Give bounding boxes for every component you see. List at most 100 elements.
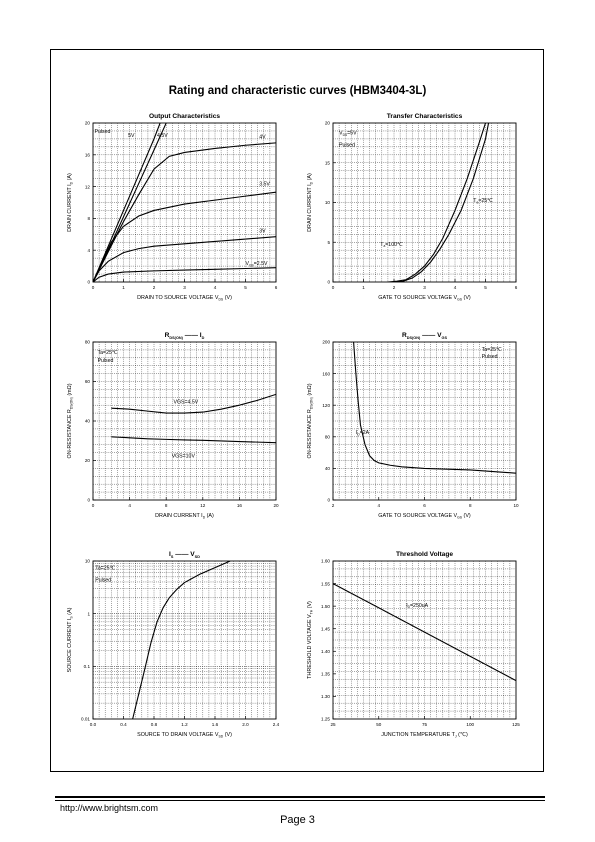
y-axis-label: THRESHOLD VOLTAGE VTH (V) [307,601,314,679]
y-tick-label: 120 [322,403,330,408]
x-tick-label: 1 [122,285,125,290]
y-tick-label: 1.40 [321,649,330,654]
y-tick-label: 0.1 [84,664,91,669]
x-tick-label: 0.0 [90,722,97,727]
series-line-1 [393,123,490,282]
x-tick-label: 2.0 [242,722,249,727]
series-line-2 [111,436,276,444]
x-axis-label: GATE TO SOURCE VOLTAGE VGS (V) [378,295,471,302]
y-tick-label: 15 [325,160,331,165]
x-tick-label: 10 [513,503,519,508]
y-tick-label: 20 [85,458,91,463]
x-tick-label: 5 [244,285,247,290]
y-tick-label: 8 [87,216,90,221]
x-tick-label: 6 [515,285,518,290]
x-axis-label: JUNCTION TEMPERATURE TJ (℃) [381,732,468,739]
chart-title: Output Characteristics [149,113,220,120]
y-tick-label: 12 [85,184,91,189]
series-line-1 [132,561,231,719]
annotation: Pulsed [95,129,111,135]
y-tick-label: 20 [325,121,331,126]
chart-title: IS —— VSD [169,551,200,559]
chart-title: Transfer Characteristics [387,113,463,120]
x-tick-label: 16 [237,503,243,508]
y-tick-label: 10 [85,559,91,564]
chart-5: 0.0 0.4 0.8 1.2 1.6 2.0 2.4 0.01 0.1 1 10 IS —— VSD… [67,551,280,739]
page-border [50,49,544,772]
y-axis-label: DRAIN CURRENT ID (A) [67,173,74,232]
x-tick-label: 0 [92,503,95,508]
x-tick-label: 6 [275,285,278,290]
x-tick-label: 4 [128,503,131,508]
y-tick-label: 1.60 [321,559,330,564]
annotation: 4V [259,135,266,141]
annotation: Ta=25℃ [482,347,502,353]
y-tick-label: 60 [85,379,91,384]
grid [333,561,516,719]
chart-6: 25 50 75 100 125 1.25 1.30 1.35 1.40 1.45 1.50 1.55… [307,551,520,739]
chart-title: Threshold Voltage [396,551,453,558]
y-tick-label: 10 [325,200,331,205]
x-tick-label: 3 [423,285,426,290]
series-line-2 [93,123,167,282]
y-tick-label: 40 [85,419,91,424]
grid [93,123,276,282]
footer-rule-thin [55,800,545,801]
x-tick-label: 4 [377,503,380,508]
annotation: Ta=100℃ [380,242,403,248]
x-tick-label: 20 [273,503,279,508]
y-tick-label: 1.35 [321,672,330,677]
x-tick-label: 2.4 [273,722,280,727]
y-tick-label: 80 [85,340,91,345]
annotation: VGS=2.5V [246,261,268,267]
y-axis-label: SOURCE CURRENT IS (A) [67,607,74,672]
annotation: 3V [259,228,266,234]
chart-title: RDS(ON) —— ID [165,332,205,340]
y-tick-label: 20 [85,121,91,126]
y-tick-label: 1.55 [321,581,330,586]
x-tick-label: 6 [423,503,426,508]
page-number: Page 3 [280,814,315,826]
x-tick-label: 2 [393,285,396,290]
x-tick-label: 75 [422,722,428,727]
x-tick-label: 1.6 [212,722,219,727]
series-line-1 [93,123,161,282]
x-tick-label: 8 [165,503,168,508]
y-tick-label: 1 [87,611,90,616]
chart-2: 0 1 2 3 4 5 6 0 5 10 15 20 Transfer Characteristics G… [307,113,518,302]
y-tick-label: 5 [327,240,330,245]
chart-4: 2 4 6 8 10 0 40 80 120 160 200 RDS(ON) —— VGS GATE T… [307,332,519,520]
x-axis-label: DRAIN TO SOURCE VOLTAGE VDS (V) [137,295,232,302]
y-tick-label: 200 [322,340,330,345]
x-tick-label: 1 [362,285,365,290]
series-line-1 [333,583,516,682]
x-axis-label: SOURCE TO DRAIN VOLTAGE VSD (V) [137,732,232,739]
y-tick-label: 0 [327,498,330,503]
x-tick-label: 4 [454,285,457,290]
grid [93,342,276,500]
x-tick-label: 4 [214,285,217,290]
annotation: Pulsed [482,354,498,360]
series-line-4 [93,191,276,282]
y-axis-label: ON-RESISTANCE RDS(ON) (mΩ) [67,383,74,458]
x-tick-label: 0.8 [151,722,158,727]
annotation: Pulsed [339,142,355,148]
x-tick-label: 50 [376,722,382,727]
x-tick-label: 100 [466,722,474,727]
x-tick-label: 12 [200,503,206,508]
x-tick-label: 125 [512,722,520,727]
chart-title: RDS(ON) —— VGS [402,332,447,340]
y-tick-label: 0 [87,280,90,285]
y-axis-label: ON-RESISTANCE RDS(ON) (mΩ) [307,383,314,458]
series-line-2 [387,123,487,282]
series-line-1 [111,393,276,414]
y-axis-label: DRAIN CURRENT ID (A) [307,173,314,232]
series-line-5 [93,236,276,282]
annotation: Pulsed [95,577,111,583]
y-tick-label: 0 [87,498,90,503]
annotation: VGS=10V [172,454,196,460]
y-tick-label: 1.25 [321,717,330,722]
y-tick-label: 16 [85,153,91,158]
y-tick-label: 0 [327,280,330,285]
